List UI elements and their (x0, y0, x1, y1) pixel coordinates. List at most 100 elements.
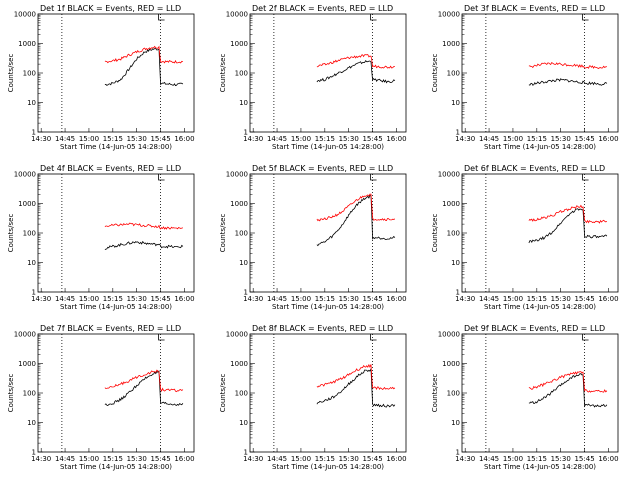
y-tick-label: 10000 (226, 171, 248, 179)
series-events-line (104, 240, 184, 250)
plot-frame (249, 13, 407, 133)
y-tick-label: 10 (451, 419, 460, 427)
x-tick-label: 15:30 (551, 455, 571, 463)
x-tick-label: 16:00 (174, 295, 194, 303)
y-tick-label: 1000 (18, 40, 36, 48)
detector-panel-9: Det 9f BLACK = Events, RED = LLD Counts/s… (431, 324, 619, 471)
x-tick-label: 15:00 (291, 455, 311, 463)
y-tick-label: 1000 (18, 360, 36, 368)
x-axis-label: Start Time (14-Jun-05 14:28:00) (60, 463, 172, 471)
x-tick-label: 14:30 (243, 455, 263, 463)
interval-marker (370, 334, 377, 341)
plot-frame (249, 333, 407, 453)
y-tick-label: 10000 (14, 331, 36, 339)
x-tick-label: 15:15 (527, 295, 547, 303)
x-tick-label: 14:30 (243, 295, 263, 303)
x-tick-label: 15:30 (339, 135, 359, 143)
x-tick-label: 14:30 (31, 295, 51, 303)
x-tick-label: 15:00 (79, 455, 99, 463)
y-tick-label: 1 (456, 449, 460, 457)
x-axis-label: Start Time (14-Jun-05 14:28:00) (60, 303, 172, 311)
series-lld-line (104, 45, 183, 64)
x-tick-label: 15:15 (103, 135, 123, 143)
x-tick-label: 14:45 (267, 135, 287, 143)
x-tick-label: 15:15 (315, 455, 335, 463)
x-tick-label: 15:30 (339, 455, 359, 463)
x-tick-label: 14:45 (479, 455, 499, 463)
interval-marker (158, 334, 165, 341)
x-tick-label: 15:15 (527, 455, 547, 463)
x-tick-label: 15:30 (127, 455, 147, 463)
x-tick-label: 15:30 (127, 135, 147, 143)
y-axis-label: Counts/sec (219, 214, 227, 253)
x-tick-label: 16:00 (174, 135, 194, 143)
x-tick-label: 16:00 (386, 455, 406, 463)
y-tick-label: 10000 (438, 11, 460, 19)
interval-marker (158, 14, 165, 21)
x-tick-label: 15:45 (150, 295, 170, 303)
y-axis-label: Counts/sec (431, 374, 439, 413)
x-tick-label: 16:00 (386, 135, 406, 143)
y-tick-label: 10000 (438, 171, 460, 179)
x-tick-label: 15:00 (503, 295, 523, 303)
x-tick-label: 15:45 (574, 135, 594, 143)
y-tick-label: 1000 (230, 40, 248, 48)
y-tick-label: 1 (32, 129, 36, 137)
interval-marker (370, 174, 377, 181)
y-tick-label: 10 (239, 419, 248, 427)
detector-panel-4: Det 4f BLACK = Events, RED = LLD Counts/s… (7, 164, 195, 311)
series-events-line (104, 370, 184, 406)
series-events-line (528, 78, 608, 86)
interval-marker (370, 14, 377, 21)
x-tick-label: 15:45 (574, 295, 594, 303)
x-axis-label: Start Time (14-Jun-05 14:28:00) (484, 463, 596, 471)
series-lld-line (316, 193, 396, 222)
y-tick-label: 100 (23, 70, 36, 78)
series-events-line (316, 367, 396, 408)
panel-title: Det 9f BLACK = Events, RED = LLD (464, 324, 605, 333)
panel-title: Det 6f BLACK = Events, RED = LLD (464, 164, 605, 173)
x-tick-label: 15:15 (103, 455, 123, 463)
series-events-line (316, 60, 396, 84)
x-tick-label: 15:00 (291, 135, 311, 143)
y-axis-label: Counts/sec (7, 54, 15, 93)
interval-marker (582, 14, 589, 21)
x-tick-label: 15:15 (103, 295, 123, 303)
y-tick-label: 1000 (442, 200, 460, 208)
x-tick-label: 15:45 (150, 455, 170, 463)
x-tick-label: 14:30 (31, 135, 51, 143)
x-tick-label: 15:45 (362, 135, 382, 143)
y-tick-label: 100 (447, 230, 460, 238)
x-tick-label: 16:00 (174, 455, 194, 463)
y-tick-label: 1000 (18, 200, 36, 208)
x-tick-label: 15:30 (127, 295, 147, 303)
y-tick-label: 1 (244, 289, 248, 297)
x-tick-label: 14:45 (55, 135, 75, 143)
y-axis-label: Counts/sec (431, 214, 439, 253)
y-tick-label: 10 (451, 259, 460, 267)
y-axis-label: Counts/sec (7, 214, 15, 253)
y-tick-label: 10 (451, 99, 460, 107)
x-axis-label: Start Time (14-Jun-05 14:28:00) (272, 143, 384, 151)
x-axis-label: Start Time (14-Jun-05 14:28:00) (272, 303, 384, 311)
series-lld-line (104, 222, 184, 230)
y-axis-label: Counts/sec (219, 54, 227, 93)
x-tick-label: 14:45 (267, 295, 287, 303)
x-tick-label: 15:00 (79, 295, 99, 303)
x-tick-label: 14:30 (455, 135, 475, 143)
series-lld-line (104, 369, 184, 393)
y-tick-label: 1000 (442, 40, 460, 48)
y-tick-label: 10 (27, 99, 36, 107)
y-tick-label: 1000 (230, 200, 248, 208)
x-tick-label: 16:00 (598, 295, 618, 303)
x-tick-label: 14:45 (479, 135, 499, 143)
plot-frame (461, 173, 619, 293)
y-tick-label: 1000 (230, 360, 248, 368)
series-events-line (528, 208, 608, 244)
y-tick-label: 10 (27, 419, 36, 427)
x-tick-label: 15:45 (362, 455, 382, 463)
y-tick-label: 10000 (438, 331, 460, 339)
series-lld-line (528, 204, 608, 224)
x-tick-label: 14:45 (267, 455, 287, 463)
